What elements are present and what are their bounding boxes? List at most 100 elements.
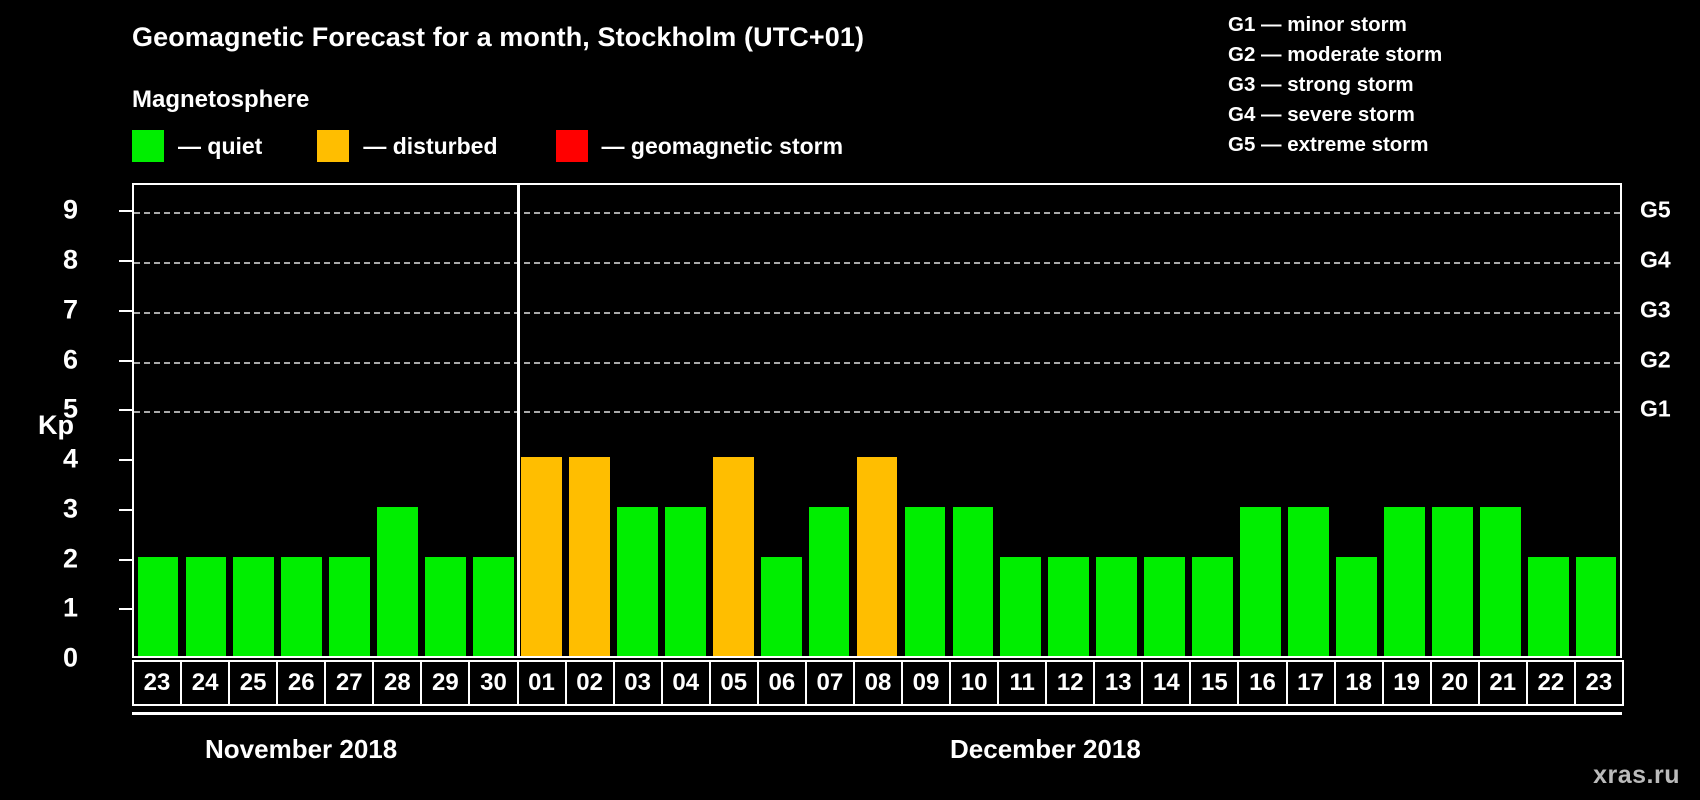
bar-december-10[interactable] (952, 506, 994, 656)
bar-cell[interactable] (805, 185, 853, 656)
bar-cell[interactable] (1285, 185, 1333, 656)
day-label-08[interactable]: 08 (852, 660, 903, 706)
day-label-05[interactable]: 05 (708, 660, 759, 706)
bar-cell[interactable] (1237, 185, 1285, 656)
bar-november-28[interactable] (377, 506, 419, 656)
bar-cell[interactable] (134, 185, 182, 656)
day-label-14[interactable]: 14 (1141, 660, 1192, 706)
bar-december-22[interactable] (1527, 556, 1569, 656)
bar-cell[interactable] (901, 185, 949, 656)
bar-cell[interactable] (470, 185, 518, 656)
day-label-19[interactable]: 19 (1381, 660, 1432, 706)
day-label-04[interactable]: 04 (660, 660, 711, 706)
day-label-24[interactable]: 24 (180, 660, 231, 706)
bar-december-01[interactable] (521, 457, 562, 656)
bar-cell[interactable] (709, 185, 757, 656)
bar-cell[interactable] (661, 185, 709, 656)
bar-november-25[interactable] (233, 556, 275, 656)
bar-cell[interactable] (326, 185, 374, 656)
day-label-26[interactable]: 26 (276, 660, 327, 706)
day-label-20[interactable]: 20 (1429, 660, 1480, 706)
bar-cell[interactable] (278, 185, 326, 656)
bar-cell[interactable] (1093, 185, 1141, 656)
month-label-december: December 2018 (950, 734, 1141, 764)
day-label-16[interactable]: 16 (1237, 660, 1288, 706)
bar-december-17[interactable] (1288, 506, 1329, 656)
day-label-11[interactable]: 11 (997, 660, 1048, 706)
bar-december-14[interactable] (1144, 556, 1186, 656)
day-label-06[interactable]: 06 (756, 660, 807, 706)
bar-november-26[interactable] (281, 556, 323, 656)
bar-december-09[interactable] (904, 506, 946, 656)
bar-december-15[interactable] (1192, 556, 1233, 656)
bar-cell[interactable] (853, 185, 901, 656)
bar-cell[interactable] (1189, 185, 1237, 656)
day-label-03[interactable]: 03 (612, 660, 663, 706)
bar-cell[interactable] (1380, 185, 1428, 656)
bar-cell[interactable] (1045, 185, 1093, 656)
bar-december-02[interactable] (569, 457, 610, 656)
day-label-07[interactable]: 07 (804, 660, 855, 706)
g-tick-label-G4: G4 (1640, 246, 1671, 273)
bar-december-03[interactable] (616, 506, 658, 656)
bar-november-29[interactable] (425, 556, 466, 656)
bar-december-23[interactable] (1575, 556, 1617, 656)
day-label-25[interactable]: 25 (228, 660, 279, 706)
day-label-23[interactable]: 23 (132, 660, 183, 706)
bar-cell[interactable] (230, 185, 278, 656)
bar-cell[interactable] (1428, 185, 1476, 656)
bar-december-13[interactable] (1096, 556, 1138, 656)
bar-december-08[interactable] (856, 457, 898, 656)
bar-cell[interactable] (949, 185, 997, 656)
bar-cell[interactable] (757, 185, 805, 656)
bar-december-04[interactable] (664, 506, 706, 656)
bar-december-19[interactable] (1383, 506, 1425, 656)
bar-cell[interactable] (374, 185, 422, 656)
bar-cell[interactable] (613, 185, 661, 656)
watermark: xras.ru (1593, 761, 1680, 789)
day-label-18[interactable]: 18 (1333, 660, 1384, 706)
day-label-13[interactable]: 13 (1093, 660, 1144, 706)
bar-december-16[interactable] (1240, 506, 1281, 656)
bar-november-30[interactable] (473, 556, 514, 656)
day-label-23[interactable]: 23 (1573, 660, 1624, 706)
bar-cell[interactable] (565, 185, 613, 656)
bar-november-27[interactable] (329, 556, 371, 656)
bar-cell[interactable] (1476, 185, 1524, 656)
day-label-01[interactable]: 01 (516, 660, 567, 706)
bar-december-07[interactable] (808, 506, 850, 656)
day-label-02[interactable]: 02 (564, 660, 615, 706)
bar-cell[interactable] (1332, 185, 1380, 656)
bar-cell[interactable] (518, 185, 566, 656)
day-label-22[interactable]: 22 (1525, 660, 1576, 706)
bar-cell[interactable] (422, 185, 470, 656)
day-label-27[interactable]: 27 (324, 660, 375, 706)
bar-december-21[interactable] (1479, 506, 1521, 656)
y-tick-mark-6 (119, 359, 132, 362)
day-label-29[interactable]: 29 (420, 660, 471, 706)
bar-november-24[interactable] (185, 556, 227, 656)
bar-december-06[interactable] (760, 556, 802, 656)
bar-december-18[interactable] (1336, 556, 1377, 656)
day-label-28[interactable]: 28 (372, 660, 423, 706)
bar-december-05[interactable] (712, 457, 754, 656)
bar-december-11[interactable] (1000, 556, 1042, 656)
day-label-09[interactable]: 09 (901, 660, 952, 706)
y-tick-label-2: 2 (62, 543, 78, 574)
bar-november-23[interactable] (137, 556, 179, 656)
bar-december-20[interactable] (1431, 506, 1473, 656)
day-label-15[interactable]: 15 (1189, 660, 1240, 706)
day-label-21[interactable]: 21 (1477, 660, 1528, 706)
day-label-30[interactable]: 30 (468, 660, 519, 706)
day-label-10[interactable]: 10 (949, 660, 1000, 706)
bar-cell[interactable] (997, 185, 1045, 656)
bar-december-12[interactable] (1048, 556, 1090, 656)
bar-cell[interactable] (1572, 185, 1620, 656)
day-label-17[interactable]: 17 (1285, 660, 1336, 706)
bar-cell[interactable] (182, 185, 230, 656)
legend: — quiet — disturbed — geomagnetic storm (132, 130, 843, 162)
section-label-magnetosphere: Magnetosphere (132, 86, 310, 113)
bar-cell[interactable] (1524, 185, 1572, 656)
day-label-12[interactable]: 12 (1045, 660, 1096, 706)
bar-cell[interactable] (1141, 185, 1189, 656)
